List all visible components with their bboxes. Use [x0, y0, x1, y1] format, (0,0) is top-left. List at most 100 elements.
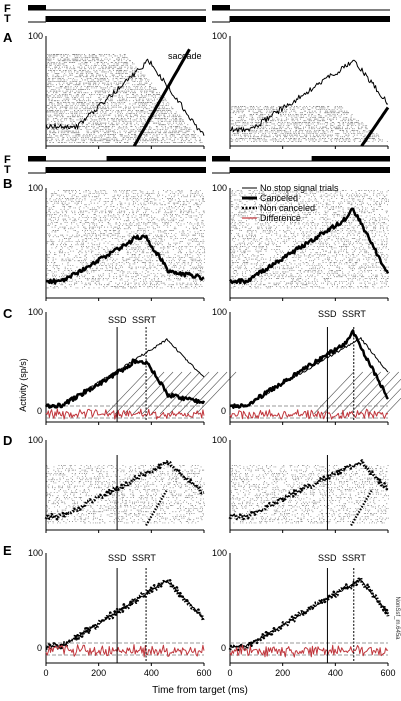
- hatch: [177, 371, 219, 415]
- y-tick-label-100: 100: [28, 307, 43, 317]
- panel-label-a: A: [3, 30, 13, 45]
- fixation-block-late: [106, 156, 206, 161]
- y-tick-label-100: 100: [28, 183, 43, 193]
- d-non-canceled-0: [44, 460, 205, 521]
- panel-label-d: D: [3, 433, 12, 448]
- panel-label-e: E: [3, 543, 12, 558]
- ssrt-label-c-left: SSRT: [132, 315, 156, 325]
- tick-labels: 100 100 100 100 100 0 100 0 100 100 100 0 200 400 600 0…: [28, 31, 396, 678]
- hatch: [186, 371, 228, 415]
- x-tick-label: 200: [275, 668, 290, 678]
- x-tick-label: 200: [91, 668, 106, 678]
- raster-d-0-dots: [46, 465, 205, 524]
- y-tick-label-0: 0: [221, 406, 226, 416]
- c-no-stop-0: [45, 338, 205, 408]
- target-block: [230, 16, 390, 22]
- raster-b-1-dots: [230, 190, 389, 289]
- y-tick-label-100: 100: [212, 307, 227, 317]
- y-tick-label-100: 100: [212, 183, 227, 193]
- y-tick-label-100: 100: [28, 31, 43, 41]
- hatch: [367, 378, 401, 415]
- hatch: [331, 371, 372, 415]
- e-difference-1: [229, 644, 389, 658]
- panel-label-c: C: [3, 306, 13, 321]
- d-saccade-1: [350, 488, 374, 527]
- hatch: [376, 388, 401, 415]
- a-left-saccade: [132, 48, 191, 147]
- target-label: T: [4, 164, 11, 176]
- e-no-stop-0: [45, 580, 205, 648]
- fixation-block-late: [311, 156, 390, 161]
- raster-a-left: [46, 54, 203, 143]
- ssrt-label-e-left: SSRT: [132, 553, 156, 563]
- y-tick-label-100: 100: [212, 548, 227, 558]
- c-difference-0: [45, 408, 205, 420]
- legend-no-stop: No stop signal trials: [260, 183, 339, 193]
- raster-b-0-dots: [46, 190, 206, 289]
- y-tick-label-100: 100: [28, 435, 43, 445]
- ssd-label-c-right: SSD: [318, 309, 337, 319]
- hatch: [159, 371, 201, 415]
- raster-b-0: [46, 190, 206, 289]
- ssd-label-c-left: SSD: [108, 315, 127, 325]
- plot-area: [44, 36, 401, 666]
- c-canceled-1: [229, 329, 389, 409]
- hatch: [322, 371, 363, 415]
- target-label: T: [4, 13, 11, 25]
- e-non-canceled-0: [45, 578, 206, 651]
- x-tick-label: 400: [328, 668, 343, 678]
- ssrt-label-c-right: SSRT: [342, 309, 366, 319]
- hatch: [349, 371, 390, 415]
- fixation-block: [212, 5, 230, 10]
- e-no-stop-1: [229, 579, 389, 649]
- target-block: [230, 167, 390, 173]
- hatch: [141, 371, 183, 415]
- c-no-stop-1: [229, 337, 389, 407]
- hatch: [168, 371, 210, 415]
- side-label: NonSsf_m.645a: [394, 596, 400, 640]
- y-tick-label-0: 0: [37, 406, 42, 416]
- hatch: [385, 397, 401, 415]
- fixation-label: F: [4, 3, 11, 15]
- y-tick-label-0: 0: [37, 643, 42, 653]
- saccade-label: saccade: [168, 51, 202, 61]
- legend-canceled: Canceled: [260, 193, 298, 203]
- hatch: [150, 371, 192, 415]
- ssrt-label-e-right: SSRT: [342, 553, 366, 563]
- e-difference-0: [45, 644, 205, 658]
- raster-a-left-dots: [46, 54, 203, 143]
- x-axis-label: Time from target (ms): [152, 685, 248, 696]
- a-left-activity: [45, 58, 205, 136]
- d-saccade-0: [145, 488, 169, 527]
- b-canceled-0: [45, 234, 205, 285]
- raster-a-right: [230, 106, 388, 142]
- b-canceled-1: [228, 207, 390, 285]
- c-canceled-0: [44, 358, 206, 409]
- target-block: [46, 167, 206, 173]
- raster-d-0: [46, 465, 205, 524]
- y-tick-label-100: 100: [212, 435, 227, 445]
- hatch: [313, 371, 354, 415]
- x-tick-label: 0: [43, 668, 48, 678]
- y-axis-label: Activity (sp/s): [18, 358, 28, 412]
- ssd-label-e-right: SSD: [318, 553, 337, 563]
- hatch: [105, 371, 147, 415]
- legend-non-canceled: Non canceled: [260, 203, 315, 213]
- fixation-block: [212, 156, 230, 161]
- a-right-saccade: [360, 106, 390, 147]
- hatch: [132, 371, 174, 415]
- raster-a-right-dots: [230, 106, 388, 142]
- a-right-activity: [229, 59, 389, 133]
- c-difference-1: [229, 408, 389, 420]
- legend-difference: Difference: [260, 213, 301, 223]
- x-tick-label: 0: [227, 668, 232, 678]
- legend: No stop signal trials Canceled Non cance…: [242, 183, 339, 223]
- y-tick-label-100: 100: [28, 548, 43, 558]
- hatch: [340, 371, 381, 415]
- x-tick-label: 600: [196, 668, 211, 678]
- hatch: [358, 371, 399, 415]
- y-tick-label-0: 0: [221, 643, 226, 653]
- fixation-label: F: [4, 154, 11, 166]
- ssd-label-e-left: SSD: [108, 553, 127, 563]
